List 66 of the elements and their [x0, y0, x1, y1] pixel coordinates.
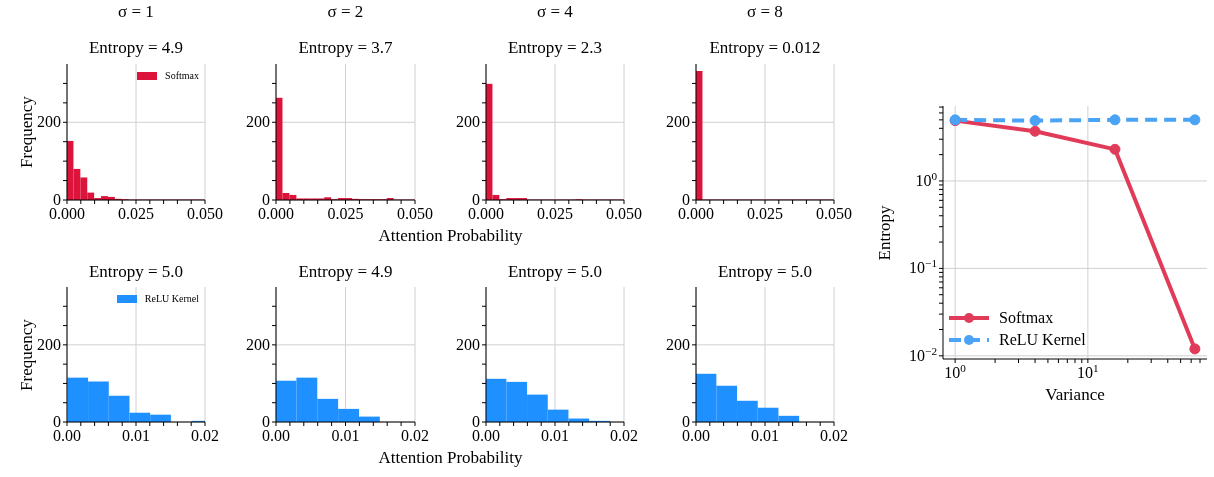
- chart-subtitle: Entropy = 4.9: [87, 38, 185, 58]
- y-tick-label: 0: [262, 191, 270, 208]
- y-tick-label: 0: [472, 191, 480, 208]
- x-tick-label: 0.000: [468, 205, 504, 222]
- x-tick-label: 0.01: [122, 427, 150, 444]
- x-tick-label: 0.02: [610, 427, 638, 444]
- y-tick-label: 0: [682, 191, 690, 208]
- x-axis-title: Variance: [1044, 385, 1106, 405]
- y-tick-label: 200: [246, 335, 270, 353]
- y-tick-label: 0: [472, 413, 480, 430]
- chart-title: Entropy = 4.9: [297, 262, 394, 282]
- y-axis-title: Frequency: [17, 95, 37, 170]
- y-tick-label: 0: [262, 413, 270, 430]
- x-tick-label: 0.025: [118, 205, 154, 222]
- y-axis-title: Frequency: [17, 317, 37, 393]
- chart-title: σ = 4: [536, 2, 574, 22]
- x-axis-title: Attention Probability: [377, 448, 524, 468]
- x-tick-label: 0.025: [327, 205, 364, 222]
- y-tick-label: 200: [37, 335, 61, 353]
- x-axis-title: Attention Probability: [377, 226, 524, 246]
- x-tick-label: 0.01: [331, 427, 360, 444]
- legend-label: Softmax: [999, 308, 1054, 328]
- chart-title: σ = 1: [117, 2, 155, 22]
- x-tick-label: 0.00: [262, 427, 290, 444]
- y-tick-label: 200: [666, 113, 690, 131]
- y-tick-label: 10$^{0}$: [915, 169, 938, 189]
- x-tick-label: 10$^{1}$: [1077, 362, 1099, 381]
- chart-title: σ = 2: [326, 2, 365, 22]
- x-tick-label: 0.02: [191, 427, 219, 444]
- chart-title: σ = 8: [746, 2, 784, 22]
- y-tick-label: 200: [37, 113, 61, 131]
- x-tick-label: 0.01: [541, 427, 569, 444]
- y-axis-title: Entropy: [875, 204, 895, 262]
- chart-title: Entropy = 5.0: [716, 262, 814, 282]
- chart-title: Entropy = 5.0: [87, 262, 185, 282]
- x-tick-label: 0.02: [401, 427, 429, 444]
- x-tick-label: 0.050: [816, 205, 852, 222]
- chart-title: Entropy = 5.0: [506, 262, 604, 282]
- x-tick-label: 0.01: [751, 427, 779, 444]
- y-tick-label: 10$^{−1}$: [909, 257, 937, 277]
- y-tick-label: 200: [456, 335, 480, 353]
- x-tick-label: 0.000: [49, 205, 85, 222]
- y-tick-label: 0: [53, 413, 61, 430]
- x-tick-label: 0.050: [187, 205, 223, 222]
- chart-subtitle: Entropy = 3.7: [297, 38, 394, 58]
- chart-subtitle: Entropy = 0.012: [708, 38, 822, 58]
- x-tick-label: 0.000: [258, 205, 294, 222]
- x-tick-label: 0.00: [53, 427, 81, 444]
- x-tick-label: 0.025: [747, 205, 783, 222]
- y-tick-label: 200: [246, 113, 270, 131]
- y-tick-label: 200: [666, 335, 690, 353]
- x-tick-label: 0.025: [537, 205, 573, 222]
- x-tick-label: 0.050: [606, 205, 642, 222]
- legend-label: ReLU Kernel: [144, 293, 199, 304]
- x-tick-label: 0.02: [820, 427, 848, 444]
- y-tick-label: 10$^{−2}$: [909, 344, 937, 364]
- legend-label: Softmax: [165, 70, 199, 81]
- x-tick-label: 0.00: [472, 427, 500, 444]
- x-tick-label: 0.00: [682, 427, 710, 444]
- y-tick-label: 200: [456, 113, 480, 131]
- legend-label: ReLU Kernel: [999, 330, 1086, 350]
- chart-subtitle: Entropy = 2.3: [506, 38, 604, 58]
- y-tick-label: 0: [53, 191, 61, 208]
- y-tick-label: 0: [682, 413, 690, 430]
- x-tick-label: 0.050: [397, 205, 433, 222]
- x-tick-label: 0.000: [678, 205, 714, 222]
